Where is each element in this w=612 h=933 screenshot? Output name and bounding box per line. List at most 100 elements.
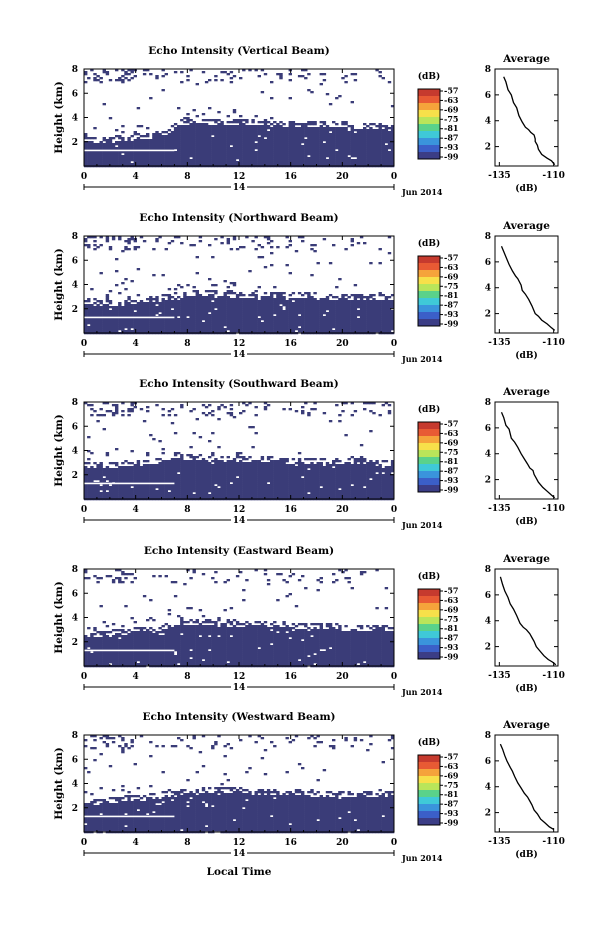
heatmap-cell bbox=[208, 133, 211, 135]
heatmap-cell bbox=[115, 157, 118, 159]
heatmap-cell bbox=[152, 155, 155, 157]
heatmap-cell bbox=[233, 151, 236, 153]
heatmap-cell bbox=[267, 242, 270, 244]
heatmap-cell bbox=[279, 77, 282, 79]
heatmap-cell bbox=[295, 310, 298, 312]
heatmap-cell bbox=[335, 157, 338, 159]
profile-line bbox=[502, 246, 555, 330]
heatmap-cell bbox=[137, 314, 140, 316]
heatmap-cell bbox=[100, 464, 103, 466]
heatmap-cell bbox=[112, 324, 115, 326]
heatmap-cell bbox=[183, 137, 186, 139]
heatmap-cell bbox=[199, 308, 202, 310]
heatmap-cell bbox=[140, 472, 143, 474]
heatmap-cell bbox=[214, 300, 217, 302]
heatmap-cell bbox=[224, 302, 227, 304]
heatmap-cell bbox=[143, 330, 146, 332]
heatmap-cell bbox=[227, 161, 230, 163]
heatmap-cell bbox=[152, 438, 155, 440]
heatmap-cell bbox=[121, 310, 124, 312]
heatmap-cell bbox=[307, 123, 310, 125]
heatmap-cell bbox=[180, 133, 183, 135]
heatmap-cell bbox=[273, 155, 276, 157]
heatmap-cell bbox=[127, 306, 130, 308]
heatmap-cell bbox=[90, 480, 93, 482]
heatmap-cell bbox=[189, 330, 192, 332]
heatmap-cell bbox=[149, 139, 152, 141]
heatmap-cell bbox=[162, 496, 165, 498]
profile-y-tick-label: 6 bbox=[485, 91, 491, 101]
heatmap-cell bbox=[177, 125, 180, 127]
heatmap-cell bbox=[233, 312, 236, 314]
heatmap-cell bbox=[183, 145, 186, 147]
heatmap-cell bbox=[214, 155, 217, 157]
heatmap-cell bbox=[168, 488, 171, 490]
heatmap-cell bbox=[270, 135, 273, 137]
heatmap-cell bbox=[335, 147, 338, 149]
heatmap-cell bbox=[239, 119, 242, 121]
heatmap-cell bbox=[152, 472, 155, 474]
heatmap-cell bbox=[140, 468, 143, 470]
heatmap-cell bbox=[171, 310, 174, 312]
heatmap-cell bbox=[109, 490, 112, 492]
heatmap-cell bbox=[220, 304, 223, 306]
heatmap-cell bbox=[313, 318, 316, 320]
heatmap-cell bbox=[326, 302, 329, 304]
heatmap-cell bbox=[307, 129, 310, 131]
heatmap-cell bbox=[261, 300, 264, 302]
heatmap-cell bbox=[96, 470, 99, 472]
heatmap-cell bbox=[329, 320, 332, 322]
heatmap-cell bbox=[348, 300, 351, 302]
heatmap-cell bbox=[375, 308, 378, 310]
heatmap-cell bbox=[239, 125, 242, 127]
heatmap-cell bbox=[162, 462, 165, 464]
heatmap-cell bbox=[137, 322, 140, 324]
heatmap-cell bbox=[301, 147, 304, 149]
heatmap-cell bbox=[193, 157, 196, 159]
heatmap-cell bbox=[323, 121, 326, 123]
heatmap-cell bbox=[205, 131, 208, 133]
heatmap-cell bbox=[286, 157, 289, 159]
heatmap-cell bbox=[320, 304, 323, 306]
heatmap-cell bbox=[286, 312, 289, 314]
heatmap-cell bbox=[335, 159, 338, 161]
heatmap-cell bbox=[177, 147, 180, 149]
heatmap-cell bbox=[230, 77, 233, 79]
heatmap-cell bbox=[112, 322, 115, 324]
heatmap-cell bbox=[313, 131, 316, 133]
heatmap-cell bbox=[124, 71, 127, 73]
heatmap-cell bbox=[168, 460, 171, 462]
heatmap-cell bbox=[186, 484, 189, 486]
heatmap-cell bbox=[90, 161, 93, 163]
heatmap-cell bbox=[317, 322, 320, 324]
heatmap-cell bbox=[310, 244, 313, 246]
heatmap-cell bbox=[227, 159, 230, 161]
heatmap-cell bbox=[214, 151, 217, 153]
heatmap-cell bbox=[341, 157, 344, 159]
heatmap-cell bbox=[258, 141, 261, 143]
heatmap-cell bbox=[348, 330, 351, 332]
heatmap-cell bbox=[118, 292, 121, 294]
heatmap-cell bbox=[112, 153, 115, 155]
heatmap-cell bbox=[155, 310, 158, 312]
heatmap-cell bbox=[152, 470, 155, 472]
heatmap-cell bbox=[177, 161, 180, 163]
heatmap-cell bbox=[124, 496, 127, 498]
heatmap-cell bbox=[118, 318, 121, 320]
heatmap-cell bbox=[149, 298, 152, 300]
heatmap-cell bbox=[329, 157, 332, 159]
heatmap-cell bbox=[282, 135, 285, 137]
heatmap-cell bbox=[189, 456, 192, 458]
heatmap-cell bbox=[158, 464, 161, 466]
heatmap-cell bbox=[270, 298, 273, 300]
heatmap-cell bbox=[310, 326, 313, 328]
heatmap-cell bbox=[106, 410, 109, 412]
heatmap-cell bbox=[335, 326, 338, 328]
heatmap-cell bbox=[168, 163, 171, 165]
heatmap-cell bbox=[344, 328, 347, 330]
heatmap-cell bbox=[202, 155, 205, 157]
heatmap-cell bbox=[279, 131, 282, 133]
heatmap-cell bbox=[189, 306, 192, 308]
heatmap-cell bbox=[273, 159, 276, 161]
heatmap-cell bbox=[124, 161, 127, 163]
